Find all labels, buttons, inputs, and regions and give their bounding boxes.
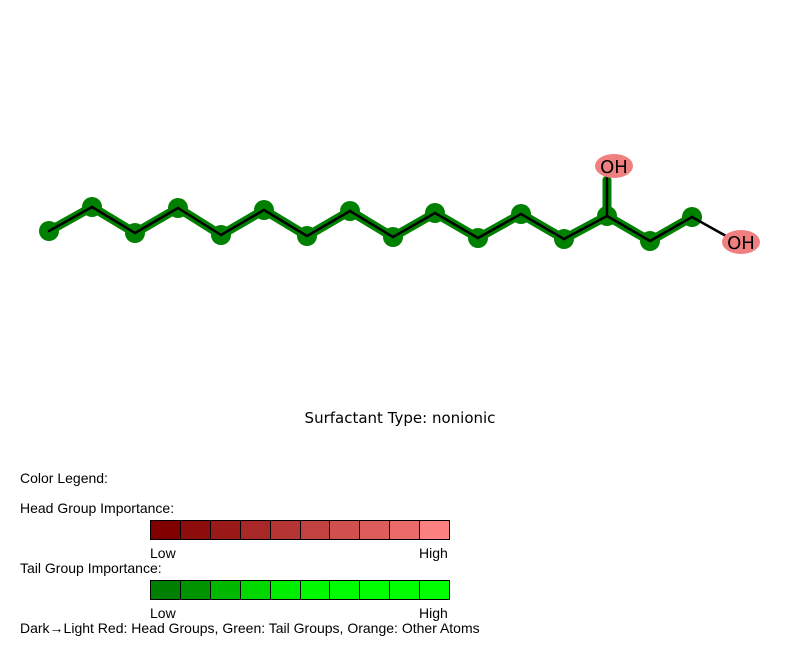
tail-swatch-10 bbox=[420, 581, 450, 599]
head-swatch-2 bbox=[180, 521, 211, 539]
tail-bond-highlights bbox=[44, 175, 697, 246]
molecule-diagram: OH OH bbox=[39, 154, 760, 254]
hydroxyl-group-2: OH bbox=[722, 230, 760, 254]
legend-footer: Dark→Light Red: Head Groups, Green: Tail… bbox=[20, 620, 480, 636]
head-swatch-3 bbox=[210, 521, 241, 539]
head-group-color-scale bbox=[150, 520, 450, 540]
atom-label-oh: OH bbox=[600, 157, 628, 178]
tail-swatch-6 bbox=[300, 581, 331, 599]
carbon-bond bbox=[648, 215, 694, 243]
tail-swatch-3 bbox=[210, 581, 241, 599]
head-swatch-5 bbox=[270, 521, 301, 539]
legend-title: Color Legend: bbox=[20, 470, 108, 486]
head-swatch-9 bbox=[390, 521, 421, 539]
tail-group-color-scale bbox=[150, 580, 450, 600]
head-swatch-4 bbox=[240, 521, 271, 539]
atom-label-oh: OH bbox=[727, 233, 755, 254]
carbon-bond bbox=[176, 206, 223, 237]
head-high-label: High bbox=[419, 545, 448, 561]
tail-swatch-4 bbox=[240, 581, 271, 599]
carbon-bond bbox=[219, 208, 266, 237]
head-swatch-10 bbox=[420, 521, 450, 539]
tail-high-label: High bbox=[419, 605, 448, 621]
surfactant-type-caption: Surfactant Type: nonionic bbox=[304, 409, 496, 427]
tail-low-label: Low bbox=[150, 605, 176, 621]
head-swatch-8 bbox=[360, 521, 391, 539]
tail-swatch-9 bbox=[390, 581, 421, 599]
tail-swatch-7 bbox=[330, 581, 361, 599]
carbon-bond bbox=[348, 209, 395, 239]
carbon-bond bbox=[433, 211, 480, 240]
head-atom-highlight bbox=[722, 230, 760, 254]
carbon-bond bbox=[476, 212, 523, 240]
carbon-bond bbox=[90, 205, 137, 235]
skeleton-bonds bbox=[47, 176, 728, 243]
head-swatch-7 bbox=[330, 521, 361, 539]
tail-swatch-5 bbox=[270, 581, 301, 599]
head-swatch-6 bbox=[300, 521, 331, 539]
carbon-bond bbox=[519, 212, 566, 241]
carbon-bond bbox=[47, 205, 94, 233]
tail-swatch-1 bbox=[151, 581, 181, 599]
head-swatch-1 bbox=[151, 521, 181, 539]
carbon-bond bbox=[262, 208, 309, 238]
carbon-bond bbox=[605, 214, 652, 243]
carbon-bond bbox=[305, 209, 352, 238]
tail-swatch-2 bbox=[180, 581, 211, 599]
tail-group-title: Tail Group Importance: bbox=[20, 560, 162, 576]
carbon-bond bbox=[133, 206, 180, 235]
carbon-bond bbox=[391, 211, 437, 239]
hydroxyl-group-1: OH bbox=[595, 154, 633, 178]
tail-swatch-8 bbox=[360, 581, 391, 599]
head-atom-highlight bbox=[595, 154, 633, 178]
carbon-bond bbox=[562, 214, 609, 241]
head-low-label: Low bbox=[150, 545, 176, 561]
hydroxyl-bond bbox=[690, 215, 728, 238]
head-group-title: Head Group Importance: bbox=[20, 500, 175, 516]
